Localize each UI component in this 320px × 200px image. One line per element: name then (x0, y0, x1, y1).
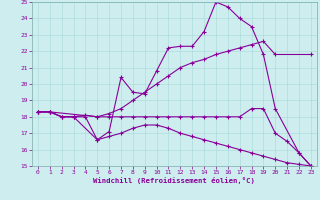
X-axis label: Windchill (Refroidissement éolien,°C): Windchill (Refroidissement éolien,°C) (93, 177, 255, 184)
